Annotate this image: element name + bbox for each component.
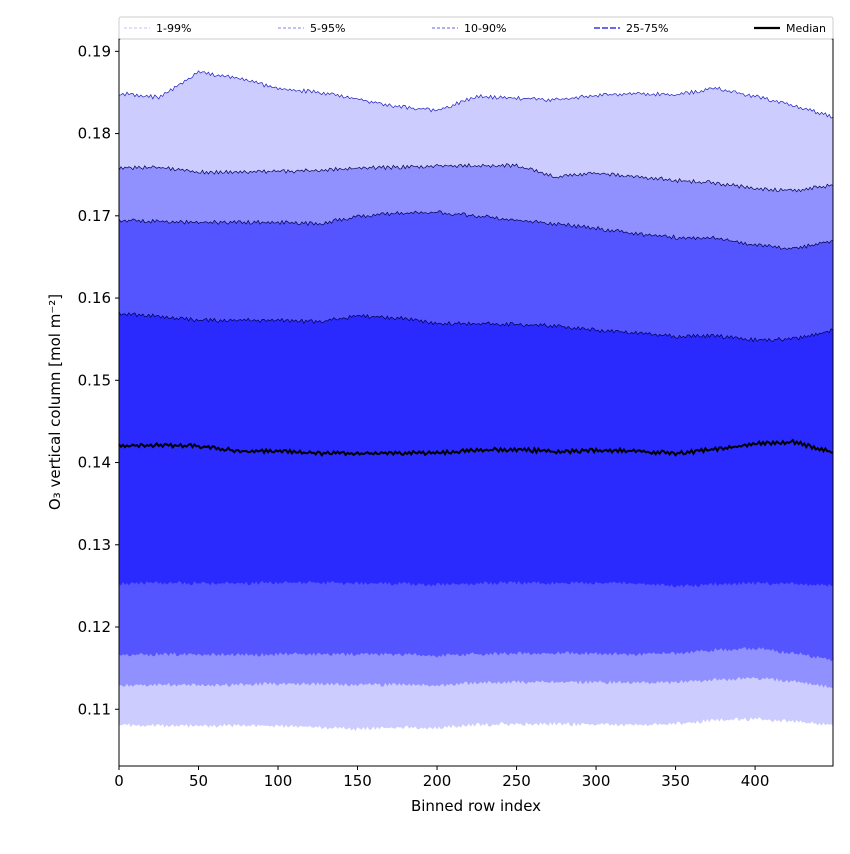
y-tick-label: 0.17 [78, 207, 111, 225]
x-tick-label: 50 [189, 772, 208, 790]
x-tick-label: 150 [343, 772, 372, 790]
x-tick-label: 200 [423, 772, 452, 790]
legend-label: 5-95% [310, 22, 345, 35]
x-axis: 0 50 100 150 200 250 300 350 400 [114, 766, 769, 790]
band-upper-edge-25-75% [118, 311, 834, 343]
x-tick-label: 250 [502, 772, 531, 790]
y-axis-label: O₃ vertical column [mol m⁻²] [46, 294, 64, 510]
band-upper-edge-5-95% [118, 163, 834, 193]
x-tick-label: 100 [264, 772, 293, 790]
band-upper-edge-1-99% [118, 70, 834, 119]
band-upper-edge-10-90% [118, 210, 834, 251]
x-tick-label: 350 [661, 772, 690, 790]
y-tick-label: 0.15 [78, 371, 111, 389]
y-tick-label: 0.18 [78, 125, 111, 143]
x-axis-label: Binned row index [411, 797, 541, 815]
y-tick-label: 0.11 [78, 700, 111, 718]
y-tick-label: 0.19 [78, 42, 111, 60]
median-line [118, 438, 834, 458]
x-tick-label: 0 [114, 772, 124, 790]
legend: 1-99% 5-95% 10-90% 25-75% Median [118, 16, 834, 40]
legend-label: 10-90% [464, 22, 506, 35]
x-tick-label: 300 [582, 772, 611, 790]
legend-label: 25-75% [626, 22, 668, 35]
y-tick-label: 0.12 [78, 618, 111, 636]
legend-label: Median [786, 22, 826, 35]
y-tick-label: 0.13 [78, 536, 111, 554]
y-tick-label: 0.16 [78, 289, 111, 307]
y-axis: 0.11 0.12 0.13 0.14 0.15 0.16 0.17 0.18 0.19 [78, 42, 119, 718]
x-tick-label: 400 [741, 772, 770, 790]
legend-label: 1-99% [156, 22, 191, 35]
y-tick-label: 0.14 [78, 454, 111, 472]
legend-box [118, 16, 834, 40]
bands-layer [118, 70, 834, 732]
